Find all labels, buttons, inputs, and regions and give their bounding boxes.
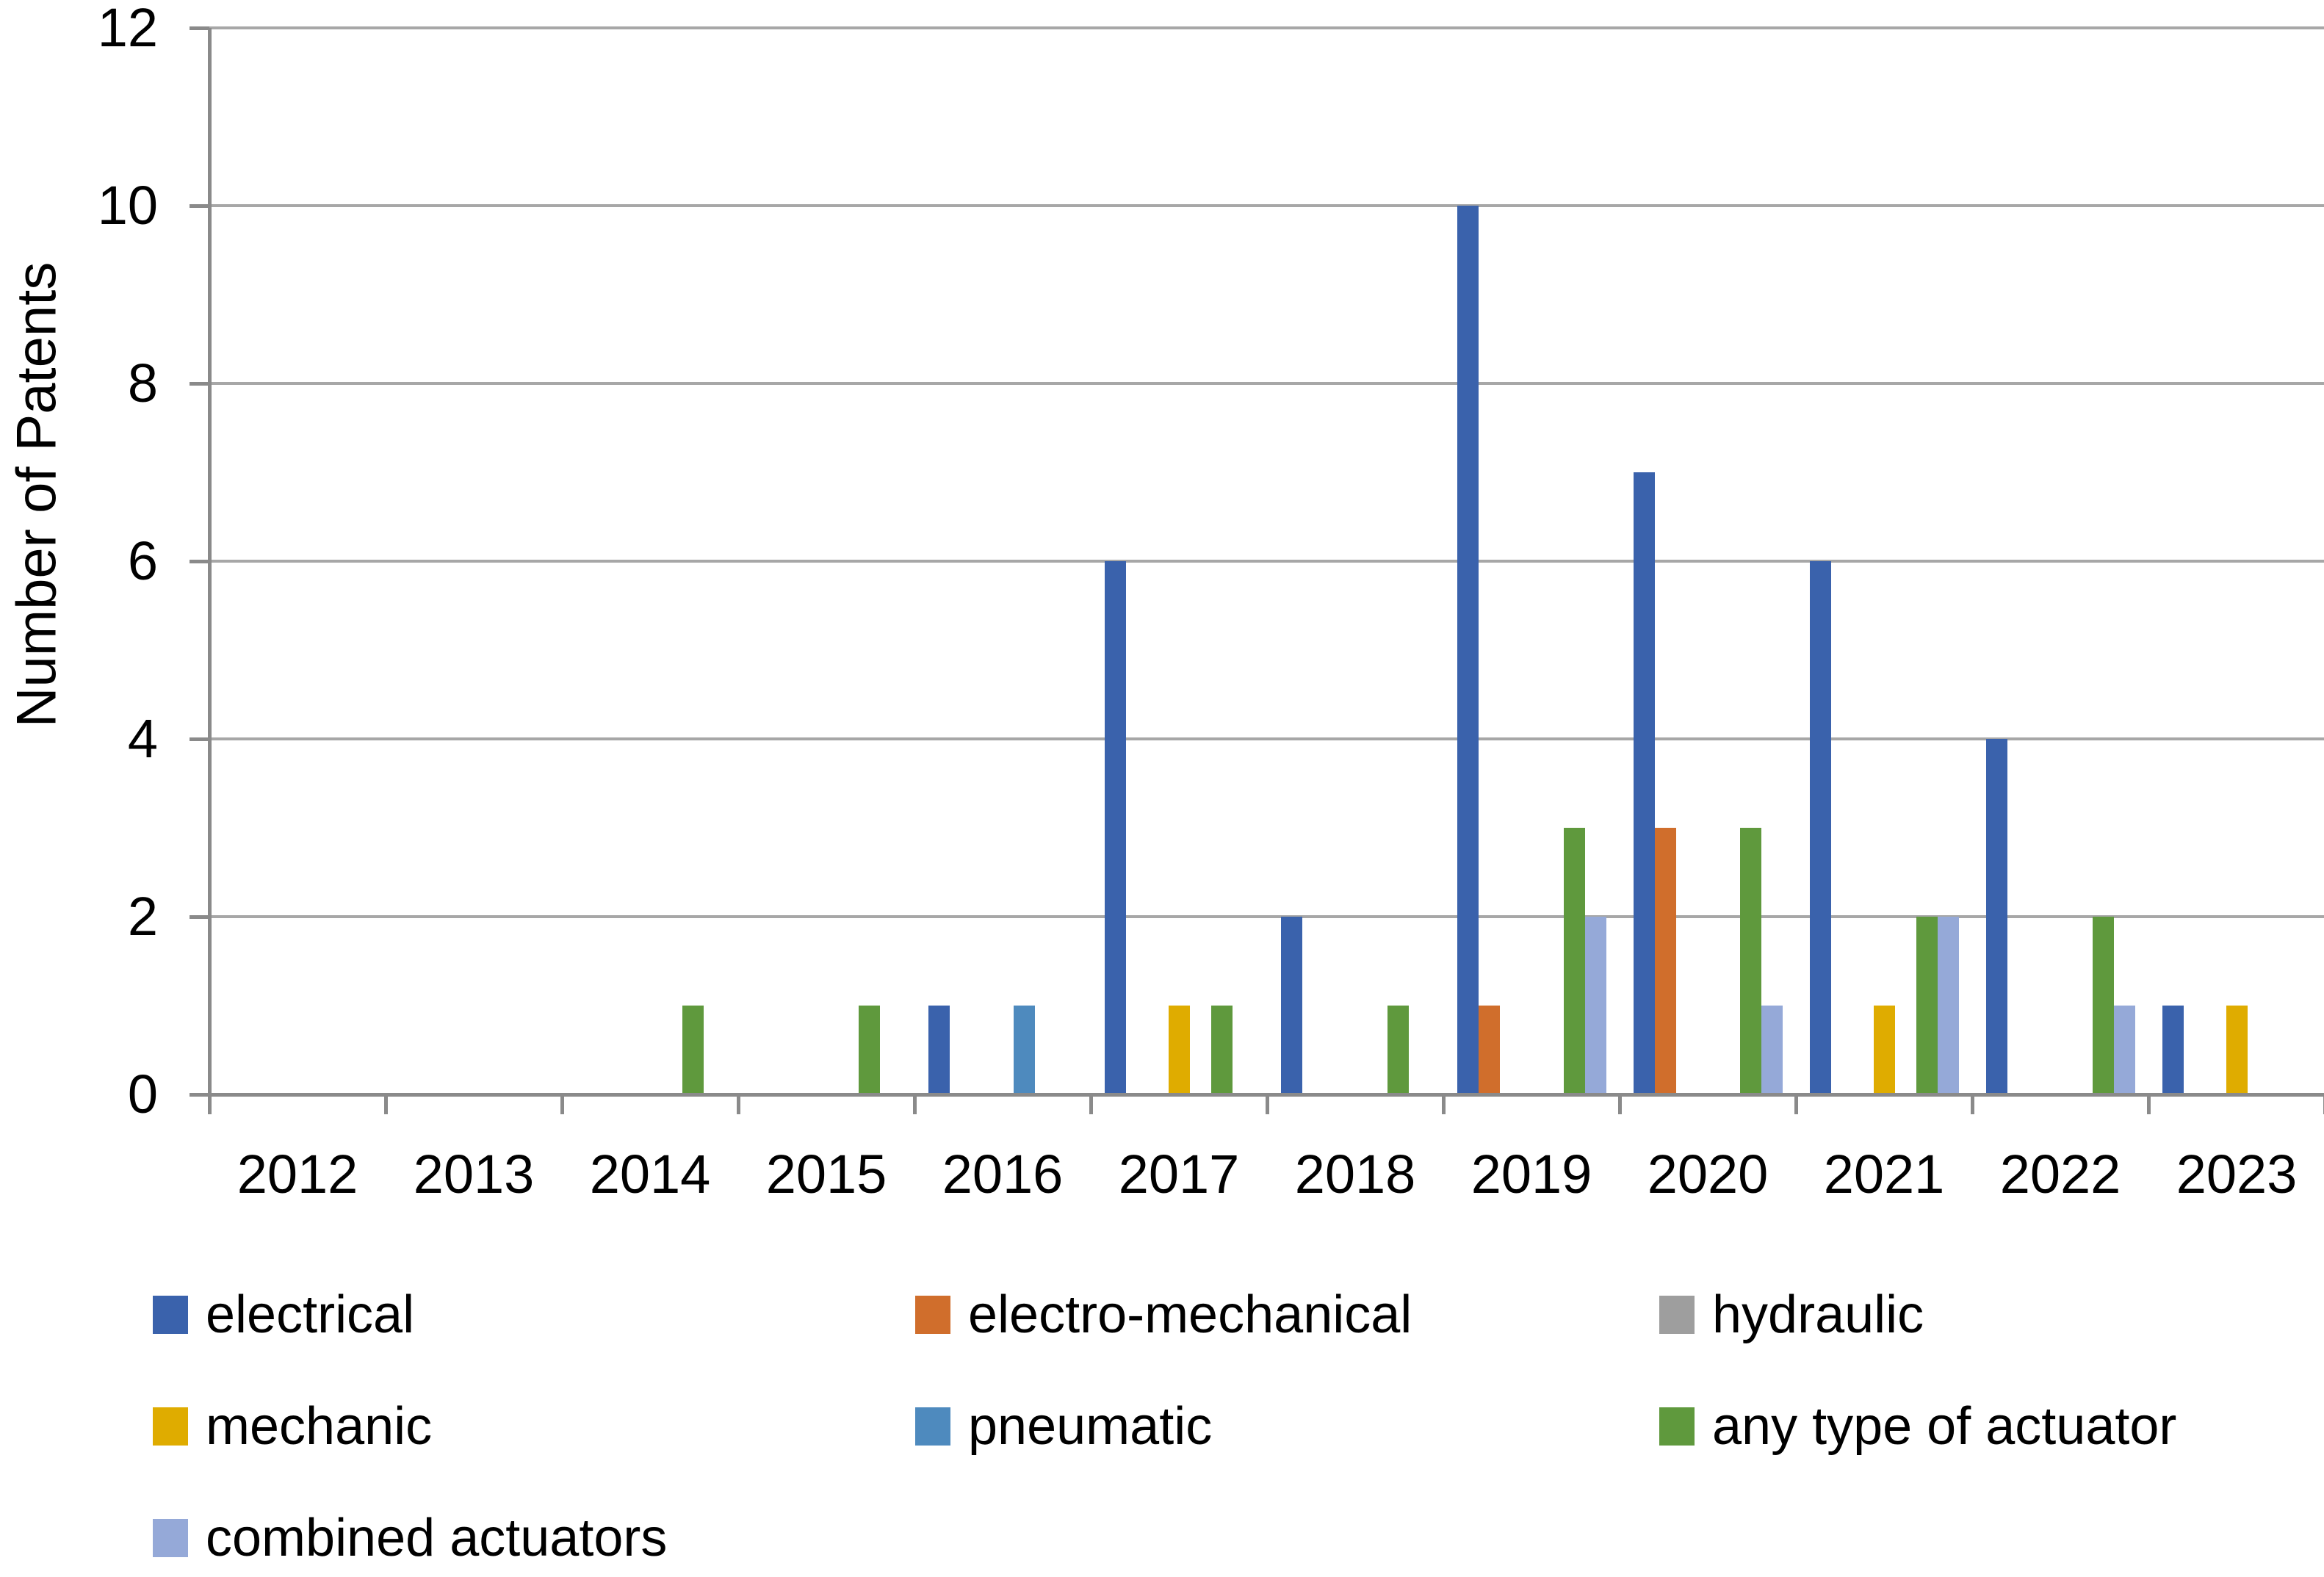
x-axis-tick-label: 2023 (2176, 1144, 2298, 1205)
y-axis-line (208, 28, 212, 1114)
bar-electro-mechanical-2019 (1479, 1006, 1500, 1094)
bar-mechanic-2017 (1169, 1006, 1190, 1094)
legend-swatch-any-type-of-actuator (1659, 1407, 1695, 1446)
y-axis-tick-label: 2 (127, 886, 158, 947)
bar-combined-actuators-2020 (1761, 1006, 1783, 1094)
legend-swatch-electro-mechanical (915, 1296, 950, 1334)
legend-swatch-pneumatic (915, 1407, 950, 1446)
x-axis-tick-mark (384, 1094, 388, 1114)
legend-item-electrical: electrical (153, 1285, 915, 1345)
y-axis-tick-mark (190, 26, 209, 30)
bar-pneumatic-2016 (1014, 1006, 1035, 1094)
x-axis-tick-mark (1971, 1094, 1974, 1114)
bar-combined-actuators-2021 (1938, 917, 1959, 1094)
x-axis-tick-mark (1089, 1094, 1093, 1114)
bar-electro-mechanical-2020 (1655, 828, 1676, 1094)
legend-item-mechanic: mechanic (153, 1396, 915, 1457)
bar-electrical-2020 (1634, 472, 1655, 1094)
bar-mechanic-2021 (1874, 1006, 1895, 1094)
x-axis-tick-mark (737, 1094, 740, 1114)
bar-electrical-2017 (1105, 561, 1126, 1094)
legend-label: mechanic (206, 1397, 433, 1456)
bar-any-type-of-actuator-2018 (1387, 1006, 1409, 1094)
x-axis-tick-mark (1266, 1094, 1269, 1114)
x-axis-tick-label: 2015 (765, 1144, 887, 1205)
legend-swatch-hydraulic (1659, 1296, 1695, 1334)
gridline (209, 26, 2324, 29)
x-axis-tick-label: 2014 (589, 1144, 711, 1205)
x-axis-tick-label: 2022 (1999, 1144, 2121, 1205)
gridline (209, 560, 2324, 563)
x-axis-tick-mark (1618, 1094, 1622, 1114)
legend-item-electro-mechanical: electro-mechanical (915, 1285, 1659, 1345)
x-axis-tick-label: 2019 (1470, 1144, 1592, 1205)
y-axis-tick-mark (190, 382, 209, 386)
bar-any-type-of-actuator-2015 (859, 1006, 880, 1094)
bar-electrical-2021 (1810, 561, 1831, 1094)
bar-electrical-2023 (2162, 1006, 2184, 1094)
y-axis-tick-mark (190, 204, 209, 208)
bar-electrical-2016 (928, 1006, 950, 1094)
legend-label: pneumatic (968, 1397, 1213, 1456)
y-axis-tick-label: 8 (127, 353, 158, 414)
x-axis-tick-mark (560, 1094, 564, 1114)
y-axis-tick-mark (190, 915, 209, 919)
bar-electrical-2019 (1457, 206, 1479, 1094)
gridline (209, 915, 2324, 918)
x-axis-tick-mark (1794, 1094, 1798, 1114)
x-axis-tick-label: 2013 (413, 1144, 535, 1205)
legend-label: electrical (206, 1285, 415, 1344)
gridline (209, 382, 2324, 385)
bar-any-type-of-actuator-2019 (1564, 828, 1585, 1094)
legend-item-pneumatic: pneumatic (915, 1396, 1659, 1457)
x-axis-tick-label: 2020 (1647, 1144, 1769, 1205)
bar-combined-actuators-2019 (1585, 917, 1606, 1094)
x-axis-tick-label: 2012 (237, 1144, 358, 1205)
bar-mechanic-2023 (2226, 1006, 2248, 1094)
gridline (209, 204, 2324, 207)
legend-label: any type of actuator (1712, 1397, 2177, 1456)
x-axis-tick-mark (2147, 1094, 2151, 1114)
bar-any-type-of-actuator-2014 (682, 1006, 704, 1094)
y-axis-tick-label: 4 (127, 708, 158, 769)
bar-combined-actuators-2022 (2114, 1006, 2135, 1094)
bar-electrical-2018 (1281, 917, 1302, 1094)
bar-any-type-of-actuator-2021 (1916, 917, 1938, 1094)
x-axis-tick-mark (1442, 1094, 1446, 1114)
legend-swatch-combined-actuators (153, 1519, 188, 1557)
x-axis-tick-label: 2018 (1294, 1144, 1416, 1205)
bar-any-type-of-actuator-2017 (1211, 1006, 1233, 1094)
x-axis-tick-label: 2016 (942, 1144, 1064, 1205)
y-axis-tick-mark (190, 737, 209, 741)
bar-any-type-of-actuator-2022 (2093, 917, 2114, 1094)
legend-label: hydraulic (1712, 1285, 1924, 1344)
legend-item-hydraulic: hydraulic (1659, 1285, 2176, 1345)
x-axis-line (190, 1093, 2324, 1097)
legend: electrical electro-mechanical hydraulic mec… (153, 1280, 2176, 1573)
y-axis-tick-label: 6 (127, 530, 158, 591)
legend-item-any-type-of-actuator: any type of actuator (1659, 1396, 2176, 1457)
y-axis-tick-label: 0 (127, 1064, 158, 1125)
x-axis-tick-mark (913, 1094, 917, 1114)
y-axis-tick-mark (190, 560, 209, 563)
x-axis-tick-label: 2021 (1823, 1144, 1945, 1205)
legend-item-combined-actuators: combined actuators (153, 1508, 915, 1568)
bar-electrical-2022 (1986, 739, 2007, 1094)
bar-any-type-of-actuator-2020 (1740, 828, 1761, 1094)
legend-swatch-mechanic (153, 1407, 188, 1446)
legend-label: electro-mechanical (968, 1285, 1412, 1344)
legend-swatch-electrical (153, 1296, 188, 1334)
x-axis-tick-label: 2017 (1118, 1144, 1240, 1205)
legend-label: combined actuators (206, 1509, 668, 1567)
gridline (209, 737, 2324, 740)
y-axis-tick-label: 12 (97, 0, 158, 58)
y-axis-tick-label: 10 (97, 175, 158, 236)
